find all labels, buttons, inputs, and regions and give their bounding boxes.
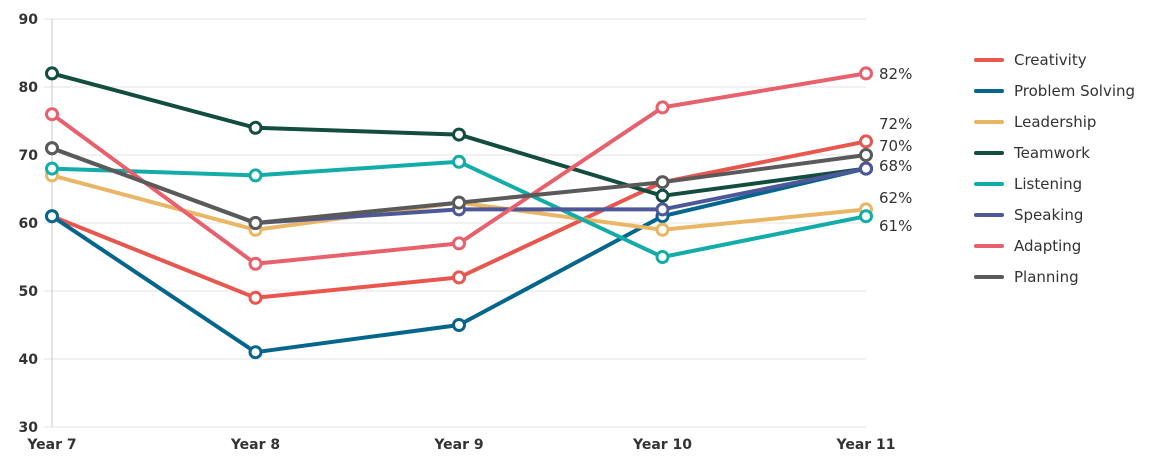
data-point: [452, 236, 466, 251]
x-tick-label: Year 8: [230, 437, 280, 453]
data-point: [452, 154, 466, 169]
data-point: [248, 216, 263, 230]
data-point: [248, 256, 263, 271]
data-point: [859, 66, 873, 81]
data-point: [655, 188, 670, 203]
data-point: [859, 161, 873, 176]
data-point: [45, 107, 59, 122]
end-value-label: 68%: [879, 157, 912, 175]
legend-label: Leadership: [1014, 113, 1096, 131]
y-tick-label: 60: [19, 216, 39, 232]
data-point: [452, 195, 466, 210]
end-value-label: 62%: [879, 189, 912, 207]
end-value-label: 82%: [879, 65, 912, 83]
legend-label: Speaking: [1014, 206, 1083, 224]
legend-label: Listening: [1014, 175, 1082, 193]
data-point: [655, 100, 670, 115]
end-labels: 82% 72% 70% 68% 62% 61%: [879, 65, 912, 235]
data-point: [859, 148, 873, 162]
legend: Creativity Problem Solving Leadership Teamw…: [974, 51, 1135, 286]
data-point: [248, 290, 263, 305]
legend-label: Teamwork: [1013, 144, 1090, 162]
data-point: [655, 202, 670, 217]
data-point: [452, 270, 466, 285]
data-point: [859, 209, 873, 224]
data-point: [452, 318, 466, 332]
y-tick-label: 70: [19, 148, 39, 164]
legend-label: Creativity: [1014, 51, 1087, 69]
x-tick-label: Year 7: [26, 437, 76, 453]
end-value-label: 72%: [879, 115, 912, 133]
data-point: [655, 222, 670, 237]
x-tick-label: Year 11: [835, 437, 895, 453]
data-point: [859, 134, 873, 149]
end-value-label: 70%: [879, 137, 912, 155]
data-point: [248, 120, 263, 135]
y-tick-label: 80: [19, 80, 39, 96]
gridlines: [44, 18, 866, 428]
y-tick-label: 30: [19, 420, 39, 436]
data-point: [45, 161, 59, 176]
data-point: [248, 168, 263, 183]
x-tick-label: Year 10: [632, 437, 692, 453]
data-point: [452, 127, 466, 142]
x-tick-label: Year 9: [433, 437, 483, 453]
data-point: [45, 209, 59, 224]
legend-label: Planning: [1014, 268, 1079, 286]
y-tick-label: 50: [19, 284, 39, 300]
legend-label: Adapting: [1014, 237, 1081, 255]
data-point: [655, 175, 670, 190]
data-point: [248, 345, 263, 360]
data-point: [655, 250, 670, 264]
y-tick-label: 40: [19, 352, 39, 368]
data-point: [45, 141, 59, 156]
axes: 30 40 50 60 70 80 90 Year 7 Year 8 Year 9 Year 10 Y…: [19, 12, 896, 453]
data-points: [45, 66, 873, 360]
end-value-label: 61%: [879, 217, 912, 235]
y-tick-label: 90: [19, 12, 39, 28]
legend-label: Problem Solving: [1014, 82, 1135, 100]
data-point: [45, 66, 59, 81]
